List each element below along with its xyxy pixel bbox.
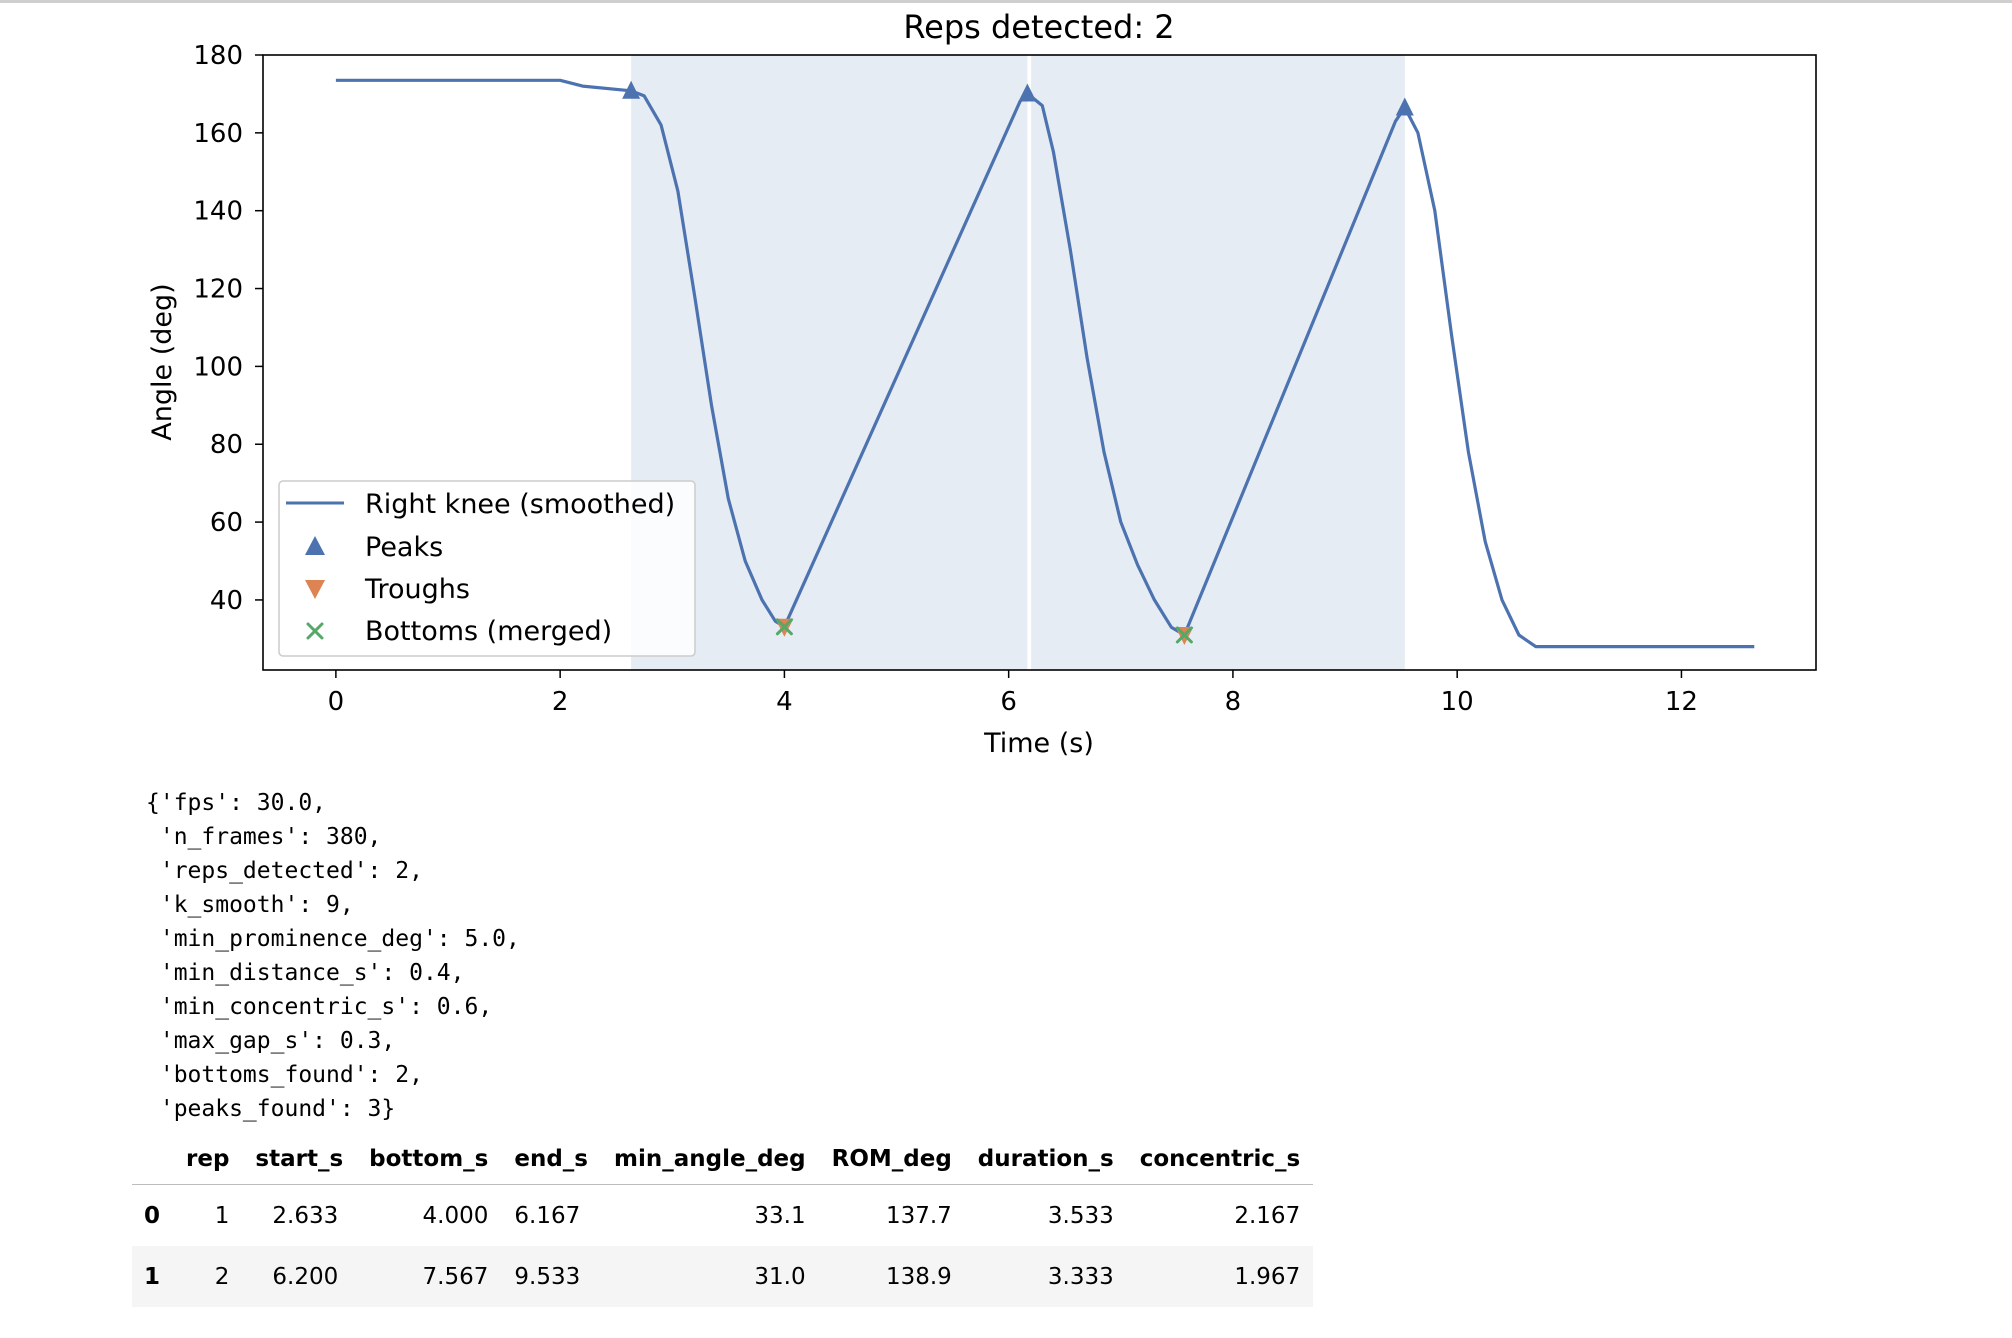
printed-line: 'min_prominence_deg': 5.0,	[146, 926, 520, 952]
cell-end-s: 6.167	[514, 1202, 581, 1229]
y-tick-label: 100	[193, 352, 243, 382]
table-header-row: rep start_s bottom_s end_s min_angle_deg…	[132, 1134, 1314, 1185]
printed-line: 'k_smooth': 9,	[146, 892, 354, 918]
cell-duration-s: 3.533	[1047, 1202, 1114, 1229]
legend-trough-swatch	[305, 580, 325, 599]
row-index: 0	[144, 1202, 161, 1229]
cell-min-angle-deg: 31.0	[754, 1263, 806, 1290]
x-tick-label: 2	[552, 687, 569, 717]
bottom-marker-stroke	[775, 618, 793, 636]
cell-rom-deg: 137.7	[885, 1202, 952, 1229]
printed-line: 'peaks_found': 3}	[146, 1096, 396, 1122]
x-axis-label: Time (s)	[983, 728, 1094, 759]
bottom-marker	[775, 618, 793, 636]
legend-bottom-swatch	[306, 622, 324, 640]
bottom-marker-stroke	[1175, 626, 1193, 644]
knee-angle-line	[335, 78, 1755, 649]
legend-label-troughs: Troughs	[364, 574, 470, 605]
column-header-rom-deg: ROM_deg	[818, 1134, 965, 1185]
chart-title: Reps detected: 2	[903, 8, 1174, 46]
legend-label-bottoms: Bottoms (merged)	[365, 616, 612, 647]
peak-marker	[1018, 83, 1037, 102]
legend-label-smoothed: Right knee (smoothed)	[365, 489, 675, 520]
printed-line: {'fps': 30.0,	[146, 790, 327, 816]
rep-span-shade	[631, 55, 1028, 670]
x-tick-label: 12	[1665, 687, 1698, 717]
cell-concentric-s: 1.967	[1234, 1263, 1301, 1290]
printed-line: 'min_concentric_s': 0.6,	[146, 994, 493, 1020]
y-tick-label: 60	[210, 508, 243, 538]
x-tick-label: 6	[1000, 687, 1017, 717]
legend-label-peaks: Peaks	[365, 532, 443, 563]
y-tick-label: 80	[210, 430, 243, 460]
cell-duration-s: 3.333	[1047, 1263, 1114, 1290]
column-header-min-angle-deg: min_angle_deg	[601, 1134, 819, 1185]
column-header-start-s: start_s	[242, 1134, 357, 1185]
cell-bottom-s: 4.000	[422, 1202, 489, 1229]
row-index: 1	[144, 1263, 161, 1290]
table-row: 0 1 2.633 4.000 6.167 33.1 137.7 3.533 2…	[132, 1185, 1313, 1247]
y-tick-label: 120	[193, 275, 243, 305]
legend-peak-swatch	[305, 536, 325, 555]
cell-start-s: 6.200	[272, 1263, 339, 1290]
peak-marker	[622, 80, 641, 99]
cell-rep: 1	[214, 1202, 230, 1229]
x-tick-label: 8	[1225, 687, 1242, 717]
bottom-marker	[1175, 626, 1193, 644]
rep-span-shade	[1031, 55, 1405, 670]
column-header-bottom-s: bottom_s	[356, 1134, 502, 1185]
column-header-end-s: end_s	[501, 1134, 602, 1185]
y-tick-label: 180	[193, 41, 243, 71]
printed-line: 'max_gap_s': 0.3,	[146, 1028, 396, 1054]
cell-concentric-s: 2.167	[1234, 1202, 1301, 1229]
x-tick-label: 10	[1441, 687, 1474, 717]
table-row: 1 2 6.200 7.567 9.533 31.0 138.9 3.333 1…	[132, 1246, 1314, 1307]
plot-frame	[262, 54, 1817, 671]
printed-line: 'reps_detected': 2,	[146, 858, 423, 884]
knee-angle-chart: 0 2 4 6 8 10 12 40 60 80 100 120 140 160 180 Reps det…	[147, 8, 1817, 759]
y-tick-label: 140	[193, 197, 243, 227]
printed-summary-dict: {'fps': 30.0, 'n_frames': 380, 'reps_det…	[146, 786, 520, 1126]
column-header-rep: rep	[173, 1134, 243, 1185]
peak-marker	[1395, 97, 1414, 116]
column-header-duration-s: duration_s	[964, 1134, 1127, 1185]
cell-top-border	[0, 0, 2012, 3]
x-tick-label: 4	[776, 687, 793, 717]
cell-bottom-s: 7.567	[422, 1263, 489, 1290]
cell-min-angle-deg: 33.1	[754, 1202, 806, 1229]
x-tick-label: 0	[328, 687, 345, 717]
legend: Right knee (smoothed) Peaks Troughs Bott…	[278, 480, 696, 657]
printed-line: 'min_distance_s': 0.4,	[146, 960, 465, 986]
y-tick-label: 40	[210, 586, 243, 616]
index-header	[132, 1134, 174, 1185]
column-header-concentric-s: concentric_s	[1126, 1134, 1314, 1185]
y-axis-label: Angle (deg)	[147, 283, 178, 440]
printed-line: 'n_frames': 380,	[146, 824, 382, 850]
cell-rom-deg: 138.9	[885, 1263, 952, 1290]
y-tick-label: 160	[193, 119, 243, 149]
cell-rep: 2	[214, 1263, 230, 1290]
printed-line: 'bottoms_found': 2,	[146, 1062, 423, 1088]
cell-start-s: 2.633	[272, 1202, 339, 1229]
cell-end-s: 9.533	[514, 1263, 581, 1290]
legend-box	[278, 480, 696, 657]
reps-dataframe: rep start_s bottom_s end_s min_angle_deg…	[132, 1134, 1314, 1307]
